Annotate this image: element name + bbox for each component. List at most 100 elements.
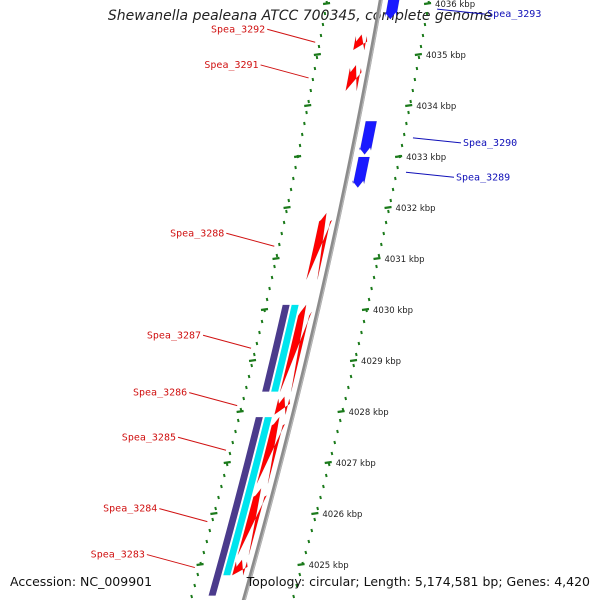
- gene-arrow-g3284: [237, 488, 268, 555]
- inner-ring-dot: [298, 143, 302, 148]
- gene-arrow-g3290: [358, 121, 378, 155]
- cds-feature-cyan: [271, 304, 299, 392]
- inner-ring-dot: [214, 506, 218, 511]
- backbone-highlight: [244, 0, 383, 600]
- major-tick: [248, 358, 257, 363]
- inner-ring-dot: [289, 187, 293, 192]
- outer-ring-dot: [324, 473, 328, 478]
- major-tick-outer: [384, 205, 392, 210]
- outer-ring-dot: [370, 286, 373, 291]
- outer-ring-dot: [409, 99, 412, 104]
- inner-ring-dot: [292, 176, 295, 181]
- major-tick-outer: [405, 103, 413, 108]
- gene-leader-g3290: [412, 137, 462, 144]
- major-tick-outer: [311, 511, 319, 516]
- gene-label-g3293: Spea_3293: [487, 9, 541, 20]
- inner-ring-dot: [300, 132, 304, 137]
- major-tick: [283, 205, 291, 210]
- tick-label-4030: 4030 kbp: [373, 306, 413, 316]
- inner-ring-dot: [270, 275, 274, 280]
- gene-label-g3286: Spea_3286: [133, 388, 187, 399]
- outer-ring-dot: [405, 121, 408, 126]
- gene-leader-g3286: [189, 392, 238, 407]
- tick-label-4029: 4029 kbp: [361, 357, 401, 367]
- outer-ring-dot: [419, 44, 423, 49]
- outer-ring-dot: [367, 297, 371, 302]
- major-tick-outer: [423, 1, 432, 6]
- gene-leader-g3292: [267, 28, 316, 43]
- tick-label-4027: 4027 kbp: [336, 459, 376, 469]
- inner-ring-dot: [258, 330, 261, 335]
- gene-arrow-g3291: [345, 64, 362, 92]
- inner-ring-dot: [315, 55, 319, 60]
- major-tick: [223, 460, 231, 465]
- inner-ring-dot: [247, 374, 251, 379]
- inner-ring-dot: [282, 220, 286, 225]
- gene-label-layer: Spea_3283 Spea_3284 Spea_3285 Spea_3286 Spea…: [91, 8, 541, 569]
- outer-ring-dot: [384, 220, 388, 225]
- gene-leader-g3287: [202, 334, 252, 349]
- major-tick: [196, 562, 204, 567]
- inner-ring-dot: [321, 22, 325, 27]
- outer-ring-dot: [396, 165, 399, 170]
- inner-ring-dot: [275, 253, 279, 258]
- inner-ring-dot: [208, 528, 212, 533]
- outer-ring-dot: [295, 583, 299, 588]
- outer-ring-dot: [391, 187, 395, 192]
- inner-ring-dot: [196, 572, 200, 577]
- gene-label-g3287: Spea_3287: [147, 330, 201, 341]
- inner-ring-dot: [311, 77, 315, 82]
- inner-ring-dot: [205, 539, 209, 544]
- outer-ring-dot: [421, 33, 425, 38]
- genome-backbone: [241, 0, 383, 600]
- inner-ring-dot: [211, 517, 215, 522]
- inner-ring-dot: [228, 451, 232, 456]
- inner-ring-dot: [252, 352, 256, 357]
- inner-ring-dot: [287, 198, 291, 203]
- outer-ring-dot: [344, 396, 348, 401]
- gene-arrow-g3289: [352, 156, 370, 189]
- outer-ring-dot: [425, 11, 429, 16]
- tick-label-4025: 4025 kbp: [309, 561, 349, 571]
- cds-feature-purple: [262, 304, 290, 392]
- inner-ring-dot: [307, 99, 310, 104]
- outer-ring-dot: [372, 275, 376, 280]
- cds-feature-cyan: [223, 417, 272, 576]
- gene-arrow-g3287: [279, 304, 312, 392]
- outer-ring-dot: [316, 506, 320, 511]
- outer-ring-dot: [347, 385, 350, 390]
- gene-arrow-g3285: [256, 416, 286, 484]
- inner-ring-dot: [231, 440, 235, 445]
- tick-label-4026: 4026 kbp: [322, 510, 362, 520]
- gene-leader-g3283: [146, 554, 195, 569]
- backbone-line: [241, 0, 383, 600]
- inner-ring-dot: [309, 88, 313, 93]
- outer-ring-dot: [354, 352, 358, 357]
- inner-ring-dot: [222, 473, 226, 478]
- major-tick-outer: [337, 409, 345, 414]
- outer-ring-dot: [375, 264, 378, 269]
- gene-leader-g3288: [226, 232, 275, 247]
- outer-ring-dot: [382, 231, 386, 236]
- tick-label-4032: 4032 kbp: [396, 204, 436, 214]
- major-tick: [272, 256, 280, 261]
- inner-ring-dot: [303, 121, 306, 126]
- tick-label-4031: 4031 kbp: [384, 255, 424, 265]
- inner-ring-dot: [242, 396, 246, 401]
- tick-label-4036: 4036 kbp: [435, 0, 475, 10]
- major-tick-outer: [394, 154, 403, 159]
- outer-ring-dot: [357, 341, 361, 346]
- gene-leader-g3285: [177, 436, 227, 451]
- gene-leader-g3291: [260, 64, 309, 79]
- major-tick: [313, 52, 322, 57]
- major-tick-outer: [349, 358, 358, 363]
- gene-leader-g3293: [437, 8, 486, 15]
- inner-ring-dot: [317, 44, 321, 49]
- outer-ring-dot: [380, 242, 383, 247]
- tick-label-4035: 4035 kbp: [426, 51, 466, 61]
- major-tick-outer: [361, 307, 370, 312]
- inner-ring-dot: [268, 286, 271, 291]
- gene-label-g3291: Spea_3291: [204, 60, 258, 71]
- outer-ring-dot: [298, 572, 302, 577]
- outer-ring-dot: [319, 495, 322, 500]
